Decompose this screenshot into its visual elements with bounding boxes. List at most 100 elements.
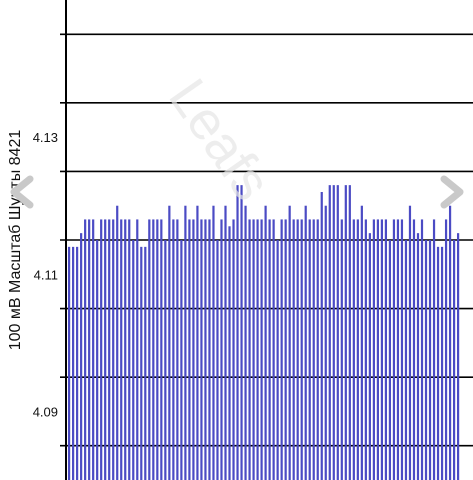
bar xyxy=(256,219,259,480)
bar xyxy=(84,219,87,480)
bar xyxy=(280,219,283,480)
bar xyxy=(452,240,456,480)
bar xyxy=(320,192,323,480)
bar xyxy=(104,219,107,480)
bar xyxy=(156,219,159,480)
bar xyxy=(252,219,255,480)
bar xyxy=(396,219,400,480)
bar xyxy=(96,240,99,480)
bar xyxy=(228,226,231,480)
bar xyxy=(120,219,123,480)
chevron-right-icon[interactable] xyxy=(434,175,468,209)
bar xyxy=(244,205,247,480)
bar xyxy=(240,185,243,480)
bar xyxy=(368,233,371,480)
bar xyxy=(272,219,275,480)
bar xyxy=(408,205,412,480)
bar xyxy=(192,219,195,480)
bar xyxy=(80,233,83,480)
bar xyxy=(304,205,307,480)
bar xyxy=(136,219,139,480)
bar xyxy=(268,219,271,480)
bar xyxy=(428,240,432,480)
y-axis-label: 100 мВ Масштаб Шунты 8421 xyxy=(7,130,24,351)
bar xyxy=(392,219,396,480)
bar xyxy=(424,240,428,480)
bar xyxy=(124,219,127,480)
bar xyxy=(164,240,167,480)
bar xyxy=(200,219,203,480)
bar xyxy=(344,185,347,480)
bar xyxy=(364,219,367,480)
bar xyxy=(180,240,183,480)
bar xyxy=(88,219,91,480)
bar xyxy=(352,219,355,480)
bar xyxy=(148,219,151,480)
bar xyxy=(400,219,404,480)
bar xyxy=(284,219,287,480)
bar xyxy=(144,246,147,480)
bar xyxy=(224,205,227,480)
bar xyxy=(260,219,263,480)
bar xyxy=(208,219,211,480)
bar xyxy=(248,219,251,480)
bar xyxy=(76,246,79,480)
bar xyxy=(380,219,384,480)
bar xyxy=(212,205,215,480)
bar xyxy=(444,219,448,480)
y-tick-label: 4.11 xyxy=(34,267,58,282)
bar xyxy=(388,240,392,480)
bar xyxy=(296,219,299,480)
y-tick-label: 4.09 xyxy=(33,404,58,419)
bar xyxy=(196,205,199,480)
bar xyxy=(360,205,363,480)
bar xyxy=(116,205,119,480)
bar xyxy=(152,219,155,480)
bar xyxy=(292,219,295,480)
y-tick-label: 4.13 xyxy=(33,130,58,145)
bar xyxy=(140,246,143,480)
bar xyxy=(288,205,291,480)
bar xyxy=(324,205,327,480)
bar xyxy=(432,219,436,480)
bar xyxy=(176,219,179,480)
bar xyxy=(448,205,452,480)
bar xyxy=(92,219,95,480)
bar xyxy=(220,219,223,480)
bar xyxy=(456,233,460,480)
bar xyxy=(276,240,279,480)
bar xyxy=(128,219,131,480)
bar xyxy=(328,185,331,480)
bar xyxy=(68,246,71,480)
bar xyxy=(172,219,175,480)
bar xyxy=(384,219,388,480)
bar xyxy=(356,219,359,480)
bar xyxy=(436,246,440,480)
chevron-left-icon[interactable] xyxy=(6,175,40,209)
bar xyxy=(236,185,239,480)
bar xyxy=(308,219,311,480)
bar xyxy=(312,219,315,480)
bar xyxy=(416,233,420,480)
bar xyxy=(112,219,115,480)
bar xyxy=(188,219,191,480)
bar xyxy=(348,185,351,480)
bar xyxy=(108,219,111,480)
bar xyxy=(340,219,343,480)
bar xyxy=(132,240,135,480)
bar xyxy=(300,219,303,480)
bar xyxy=(440,246,444,480)
bar xyxy=(412,219,416,480)
bar xyxy=(316,219,319,480)
bar xyxy=(332,185,335,480)
bar xyxy=(160,219,163,480)
y-tick-labels: 4.09 4.11 4.13 xyxy=(33,130,58,419)
bar xyxy=(232,219,235,480)
bar xyxy=(376,219,379,480)
bar xyxy=(204,219,207,480)
bar xyxy=(184,205,187,480)
bar xyxy=(404,240,408,480)
bar xyxy=(264,205,267,480)
bar xyxy=(100,219,103,480)
